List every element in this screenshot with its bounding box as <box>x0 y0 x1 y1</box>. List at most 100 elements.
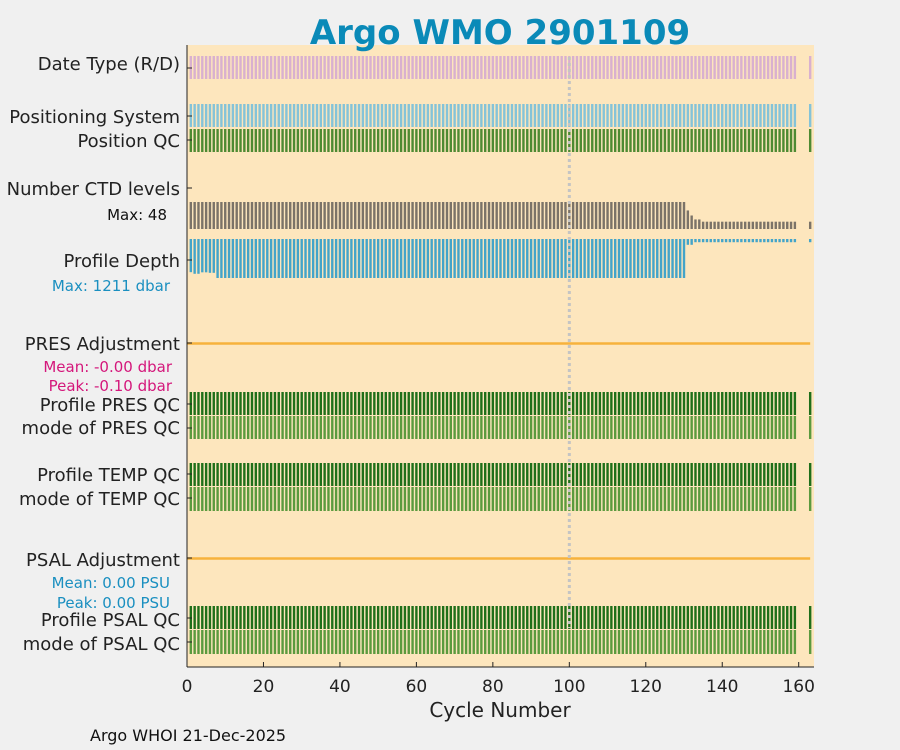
profile-temp-qc-bar <box>235 463 238 486</box>
position-qc-bar <box>273 129 277 152</box>
position-qc-bar <box>449 129 452 152</box>
positioning-system-bar <box>399 104 403 127</box>
ctd-levels-bar <box>277 202 280 229</box>
positioning-system-bar <box>315 104 319 127</box>
date-type-bar <box>621 56 625 79</box>
profile-depth-bar <box>319 239 323 278</box>
profile-temp-qc-bar <box>361 463 365 486</box>
profile-pres-qc-bar <box>503 392 506 415</box>
positioning-system-bar <box>625 104 628 127</box>
profile-depth-bar <box>484 239 487 278</box>
date-type-bar <box>208 56 212 79</box>
profile-pres-qc-bar <box>786 392 789 415</box>
mode-pres-qc-bar <box>560 416 563 439</box>
mode-temp-qc-bar <box>453 487 456 511</box>
positioning-system-bar <box>449 104 452 127</box>
positioning-system-bar <box>254 104 258 127</box>
positioning-system-bar <box>227 104 231 127</box>
date-type-bar <box>323 56 326 79</box>
profile-temp-qc-bar <box>736 463 739 486</box>
mode-pres-qc-bar <box>438 416 441 439</box>
profile-pres-qc-bar <box>376 392 380 415</box>
ctd-levels-bar <box>640 202 644 229</box>
profile-psal-qc-bar <box>698 606 701 629</box>
date-type-bar <box>193 56 196 79</box>
profile-temp-qc-bar <box>682 463 686 486</box>
mode-temp-qc-bar <box>338 487 342 511</box>
profile-depth-bar <box>694 239 697 243</box>
profile-pres-qc-bar <box>495 392 498 415</box>
profile-depth-bar <box>671 239 674 278</box>
profile-psal-qc-bar <box>633 606 636 629</box>
annotation-depth-max: Max: 1211 dbar <box>52 277 171 295</box>
profile-temp-qc-bar <box>246 463 250 486</box>
x-tick-label: 0 <box>182 677 193 697</box>
ctd-levels-bar <box>732 221 735 229</box>
mode-temp-qc-bar <box>415 487 418 511</box>
profile-depth-bar <box>789 239 793 243</box>
date-type-bar <box>350 56 353 79</box>
profile-psal-qc-bar <box>713 606 716 629</box>
position-qc-bar <box>652 129 655 152</box>
mode-psal-qc-bar <box>438 630 441 654</box>
profile-pres-qc-bar <box>751 392 755 415</box>
profile-psal-qc-bar <box>598 606 602 629</box>
positioning-system-bar <box>365 104 368 127</box>
positioning-system-bar <box>571 104 575 127</box>
profile-temp-qc-bar <box>484 463 487 486</box>
mode-psal-qc-bar <box>315 630 319 654</box>
ctd-levels-bar <box>262 202 265 229</box>
positioning-system-bar <box>774 104 777 127</box>
profile-pres-qc-bar <box>763 392 766 415</box>
profile-psal-qc-bar <box>728 606 732 629</box>
mode-psal-qc-bar <box>258 630 261 654</box>
ctd-levels-bar <box>621 202 625 229</box>
position-qc-bar <box>407 129 410 152</box>
positioning-system-bar <box>705 104 709 127</box>
mode-temp-qc-bar <box>308 487 311 511</box>
position-qc-bar <box>663 129 667 152</box>
date-type-bar <box>449 56 452 79</box>
label-mode-pres-qc: mode of PRES QC <box>22 418 180 439</box>
profile-pres-qc-bar <box>568 392 571 415</box>
date-type-bar <box>396 56 399 79</box>
mode-pres-qc-bar <box>514 416 517 439</box>
date-type-bar <box>533 56 537 79</box>
positioning-system-bar <box>763 104 766 127</box>
mode-temp-qc-bar <box>736 487 739 511</box>
profile-temp-qc-bar <box>678 463 682 486</box>
profile-temp-qc-bar <box>262 463 265 486</box>
mode-pres-qc-bar <box>319 416 323 439</box>
position-qc-bar <box>419 129 422 152</box>
profile-temp-qc-bar <box>491 463 495 486</box>
profile-temp-qc-bar <box>399 463 403 486</box>
date-type-bar <box>235 56 238 79</box>
mode-pres-qc-bar <box>396 416 399 439</box>
profile-temp-qc-bar <box>476 463 479 486</box>
profile-temp-qc-bar <box>633 463 636 486</box>
mode-temp-qc-bar <box>449 487 452 511</box>
mode-temp-qc-bar <box>755 487 758 511</box>
positioning-system-bar <box>304 104 307 127</box>
mode-psal-qc-bar <box>594 630 598 654</box>
profile-psal-qc-bar <box>426 606 430 629</box>
mode-temp-qc-bar <box>678 487 682 511</box>
annotation-ctd-max: Max: 48 <box>107 206 167 224</box>
profile-psal-qc-bar <box>239 606 242 629</box>
profile-psal-qc-bar <box>529 606 533 629</box>
mode-psal-qc-bar <box>606 630 609 654</box>
profile-pres-qc-bar <box>709 392 712 415</box>
position-qc-bar <box>323 129 326 152</box>
profile-temp-qc-bar <box>529 463 533 486</box>
profile-pres-qc-bar <box>388 392 391 415</box>
positioning-system-bar <box>510 104 514 127</box>
mode-pres-qc-bar <box>736 416 739 439</box>
profile-pres-qc-bar <box>243 392 246 415</box>
position-qc-bar <box>308 129 311 152</box>
profile-psal-qc-bar <box>419 606 422 629</box>
ctd-levels-bar <box>197 202 200 229</box>
profile-depth-bar <box>396 239 399 278</box>
mode-pres-qc-bar <box>510 416 514 439</box>
profile-depth-bar <box>644 239 647 278</box>
positioning-system-bar <box>743 104 747 127</box>
